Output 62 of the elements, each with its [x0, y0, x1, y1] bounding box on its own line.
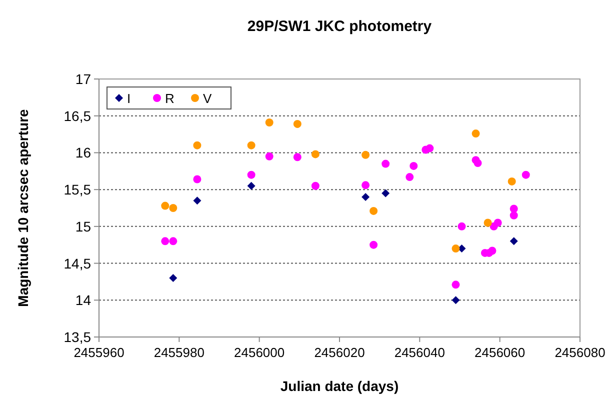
- point: [169, 237, 178, 246]
- point: [452, 280, 460, 289]
- point: [410, 162, 418, 170]
- point: [452, 244, 460, 253]
- point: [494, 218, 502, 227]
- x-tick-label: 2455980: [154, 345, 204, 360]
- x-tick-label: 2456080: [554, 345, 606, 360]
- y-axis-title: Magnitude 10 arcsec aperture: [15, 108, 31, 307]
- y-tick-label: 16,5: [64, 108, 92, 124]
- point: [474, 159, 482, 168]
- point: [406, 173, 414, 182]
- point: [169, 204, 178, 212]
- point: [247, 182, 256, 190]
- point: [382, 160, 390, 168]
- point: [161, 202, 170, 210]
- point: [488, 246, 496, 255]
- point: [472, 130, 480, 138]
- legend-label: V: [203, 91, 212, 106]
- point: [370, 206, 378, 215]
- point: [293, 153, 302, 162]
- point: [484, 218, 492, 227]
- x-tick-label: 2456020: [314, 345, 365, 360]
- x-tick-label: 2455960: [74, 345, 124, 360]
- point: [510, 237, 518, 246]
- point: [293, 120, 302, 128]
- y-tick-label: 17: [75, 71, 92, 87]
- point: [452, 296, 460, 304]
- legend-label: I: [127, 91, 131, 106]
- point: [247, 141, 256, 150]
- point: [426, 144, 434, 152]
- point: [508, 177, 516, 186]
- point: [382, 189, 390, 198]
- y-tick-label: 16: [75, 144, 92, 161]
- point: [247, 170, 256, 179]
- chart-title: 29P/SW1 JKC photometry: [247, 18, 432, 35]
- point: [311, 182, 320, 190]
- x-axis-title: Julian date (days): [280, 378, 399, 394]
- point: [362, 192, 370, 201]
- point: [265, 152, 274, 160]
- point: [161, 237, 170, 246]
- y-tick-label: 15: [75, 218, 92, 234]
- point: [510, 211, 518, 220]
- x-tick-label: 2456060: [474, 345, 526, 360]
- point: [362, 181, 370, 190]
- y-tick-label: 15,5: [64, 182, 92, 198]
- point: [193, 196, 202, 205]
- point: [362, 150, 370, 159]
- point: [522, 170, 530, 179]
- legend-label: R: [165, 91, 174, 106]
- point: [458, 222, 466, 230]
- y-tick-label: 13,5: [64, 329, 92, 345]
- point: [510, 204, 518, 213]
- point: [370, 240, 378, 249]
- x-tick-label: 2456000: [234, 345, 285, 360]
- point: [265, 118, 274, 126]
- point: [193, 175, 202, 184]
- point: [169, 274, 178, 282]
- point: [193, 141, 202, 150]
- point: [311, 150, 320, 158]
- y-tick-label: 14,5: [64, 255, 92, 272]
- x-tick-label: 2456040: [394, 345, 445, 360]
- y-tick-label: 14: [75, 292, 92, 308]
